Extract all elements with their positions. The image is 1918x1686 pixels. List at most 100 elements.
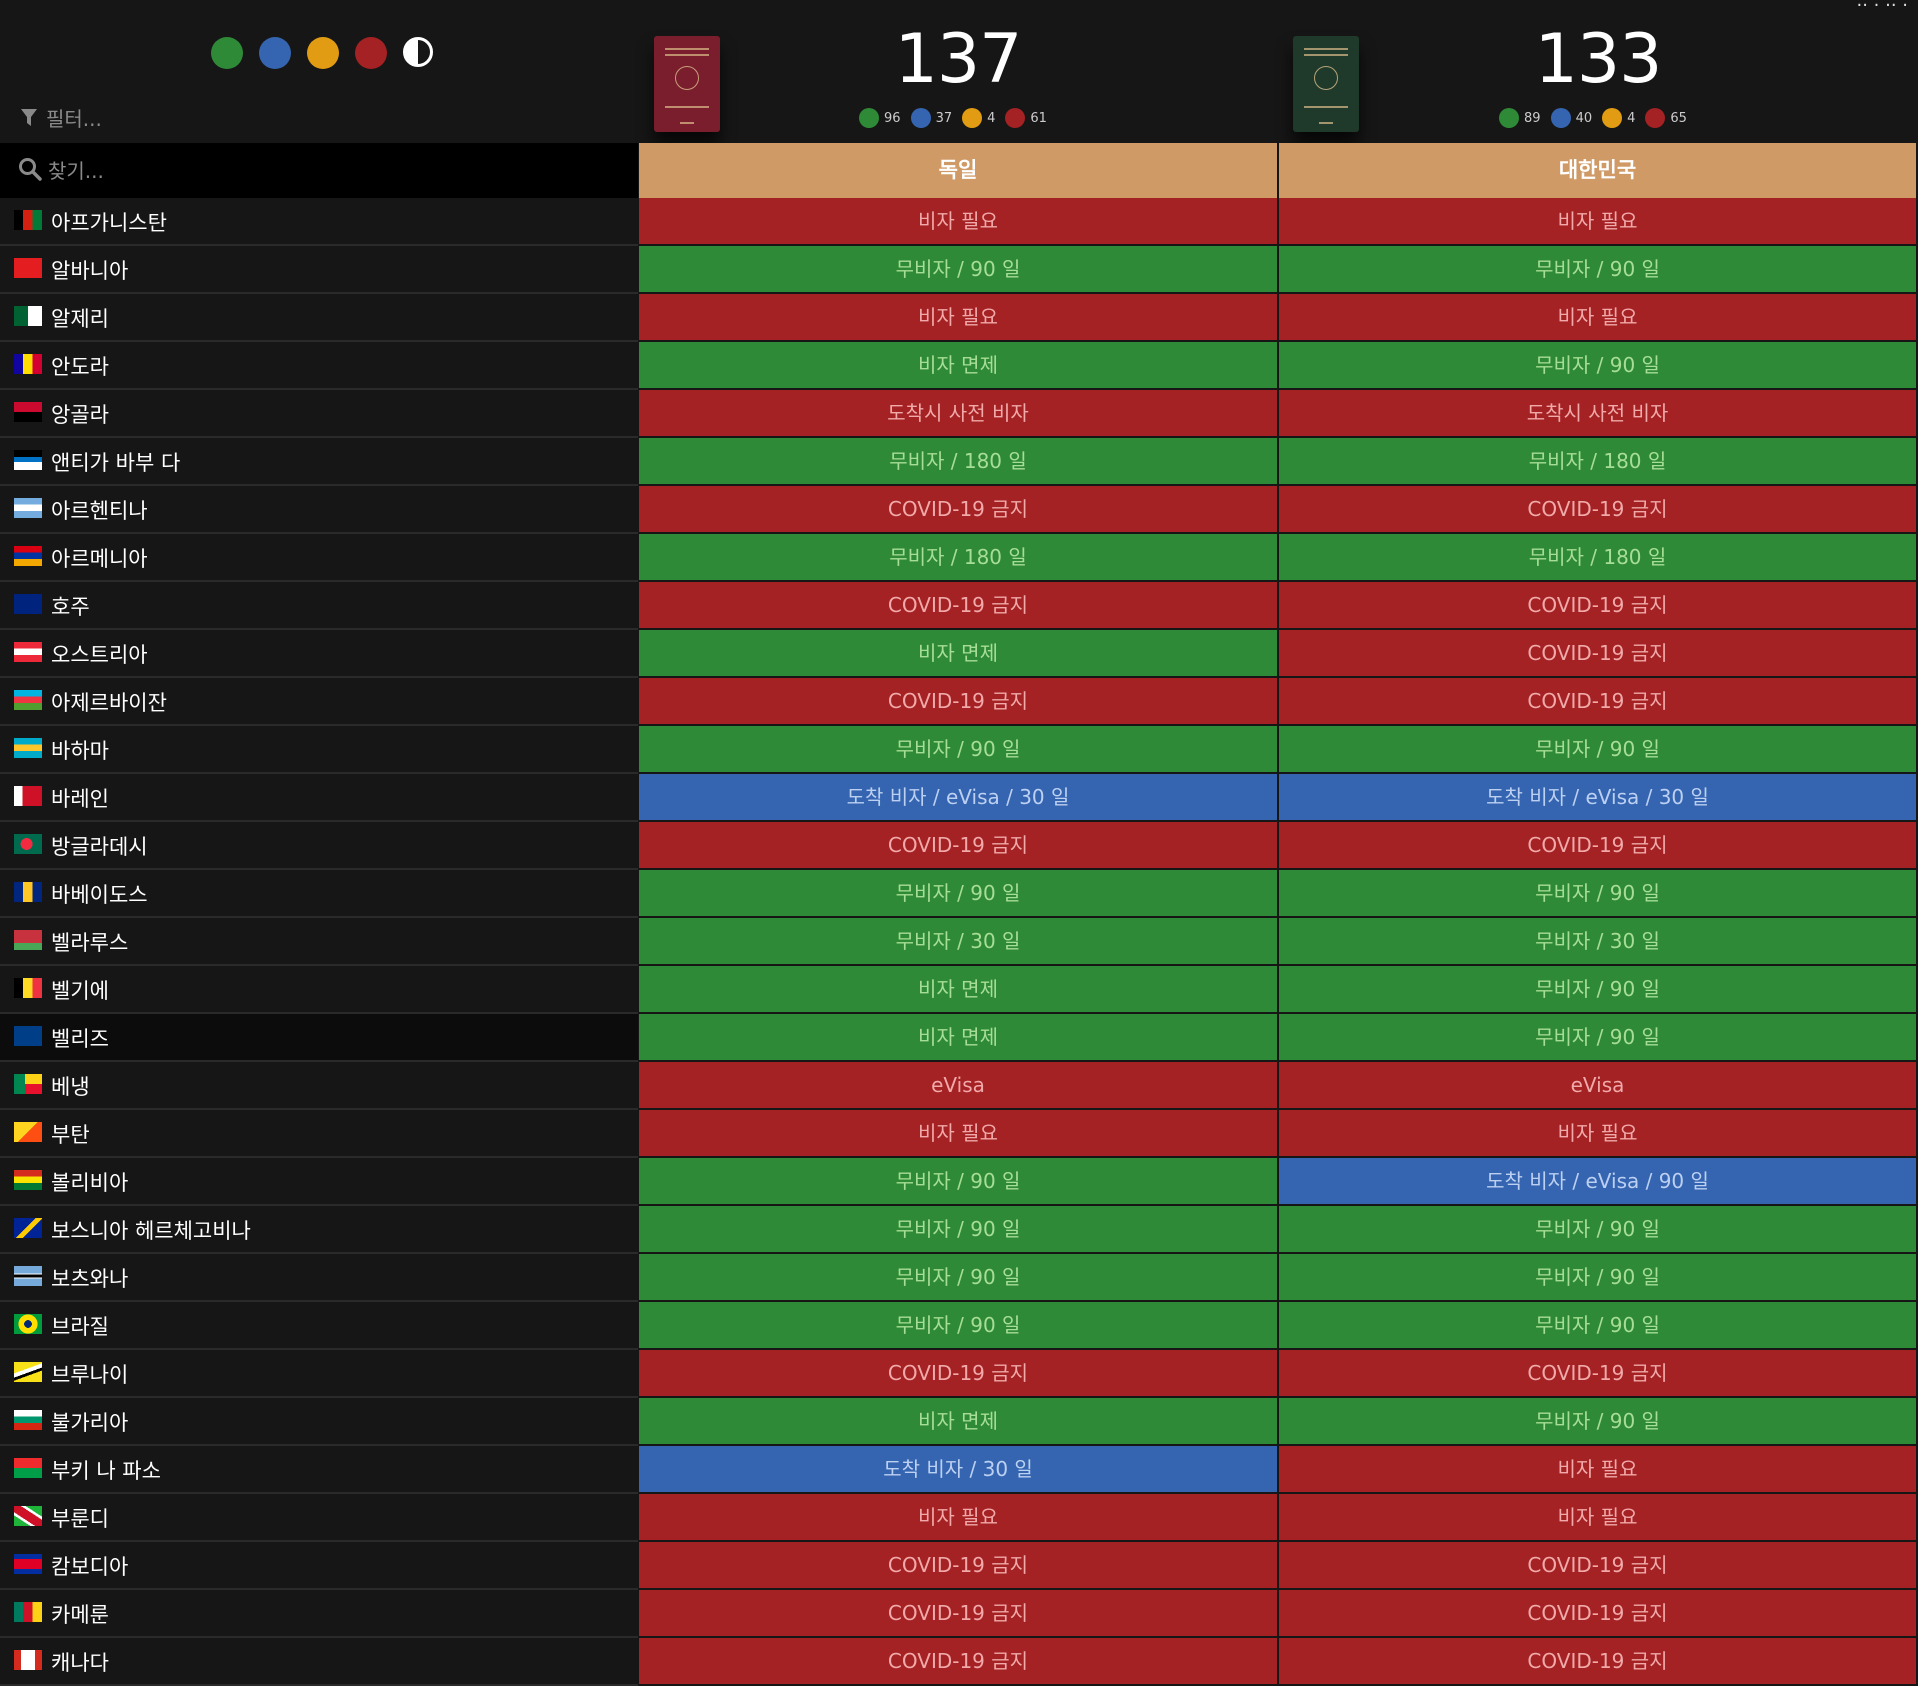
visa-status-cell[interactable]: 무비자 / 180 일 (639, 534, 1278, 582)
filter-button[interactable]: 필터... (20, 103, 102, 132)
country-name-cell[interactable]: 캐나다 (0, 1638, 638, 1686)
visa-status-cell[interactable]: 무비자 / 90 일 (1279, 966, 1916, 1014)
visa-status-cell[interactable]: 무비자 / 180 일 (639, 438, 1278, 486)
country-name-cell[interactable]: 부탄 (0, 1110, 638, 1158)
country-name-cell[interactable]: 앤티가 바부 다 (0, 438, 638, 486)
visa-status-cell[interactable]: 비자 면제 (639, 342, 1278, 390)
visa-status-cell[interactable]: 비자 면제 (639, 630, 1278, 678)
visa-status-cell[interactable]: 도착 비자 / eVisa / 30 일 (639, 774, 1278, 822)
visa-status-cell[interactable]: 비자 필요 (639, 1494, 1278, 1542)
visa-status-cell[interactable]: 무비자 / 180 일 (1279, 534, 1916, 582)
visa-status-cell[interactable]: 무비자 / 90 일 (639, 1254, 1278, 1302)
visa-status-cell[interactable]: 무비자 / 90 일 (639, 246, 1278, 294)
visa-status-cell[interactable]: 무비자 / 90 일 (1279, 342, 1916, 390)
visa-status-cell[interactable]: 비자 면제 (639, 1014, 1278, 1062)
country-name-cell[interactable]: 부룬디 (0, 1494, 638, 1542)
visa-status-cell[interactable]: COVID-19 금지 (1279, 1638, 1916, 1686)
yellow-dot-icon[interactable] (307, 37, 339, 69)
country-name-cell[interactable]: 호주 (0, 582, 638, 630)
visa-status-cell[interactable]: 비자 필요 (1279, 198, 1916, 246)
visa-status-cell[interactable]: COVID-19 금지 (639, 582, 1278, 630)
visa-status-cell[interactable]: 도착 비자 / 30 일 (639, 1446, 1278, 1494)
visa-status-cell[interactable]: 무비자 / 30 일 (1279, 918, 1916, 966)
country-name-cell[interactable]: 벨기에 (0, 966, 638, 1014)
visa-status-cell[interactable]: 비자 필요 (639, 294, 1278, 342)
country-name-cell[interactable]: 카메룬 (0, 1590, 638, 1638)
country-name-cell[interactable]: 아제르바이잔 (0, 678, 638, 726)
visa-status-cell[interactable]: 비자 필요 (1279, 1494, 1916, 1542)
visa-status-cell[interactable]: 무비자 / 90 일 (1279, 1398, 1916, 1446)
visa-status-cell[interactable]: 무비자 / 90 일 (1279, 1254, 1916, 1302)
visa-status-cell[interactable]: 무비자 / 90 일 (1279, 1014, 1916, 1062)
visa-status-cell[interactable]: 비자 면제 (639, 1398, 1278, 1446)
visa-status-cell[interactable]: 무비자 / 90 일 (639, 1158, 1278, 1206)
country-name-cell[interactable]: 브라질 (0, 1302, 638, 1350)
visa-status-cell[interactable]: COVID-19 금지 (639, 1542, 1278, 1590)
country-name-cell[interactable]: 아프가니스탄 (0, 198, 638, 246)
visa-status-cell[interactable]: 비자 필요 (1279, 294, 1916, 342)
country-name-cell[interactable]: 벨라루스 (0, 918, 638, 966)
visa-status-cell[interactable]: 비자 면제 (639, 966, 1278, 1014)
visa-status-cell[interactable]: 비자 필요 (639, 198, 1278, 246)
visa-status-cell[interactable]: COVID-19 금지 (639, 678, 1278, 726)
green-dot-icon[interactable] (211, 37, 243, 69)
visa-status-cell[interactable]: COVID-19 금지 (1279, 1542, 1916, 1590)
visa-status-cell[interactable]: COVID-19 금지 (1279, 822, 1916, 870)
country-name-cell[interactable]: 보스니아 헤르체고비나 (0, 1206, 638, 1254)
country-name-cell[interactable]: 보츠와나 (0, 1254, 638, 1302)
country-name-cell[interactable]: 방글라데시 (0, 822, 638, 870)
column-header-germany[interactable]: 독일 (639, 143, 1277, 198)
visa-status-cell[interactable]: 도착 비자 / eVisa / 90 일 (1279, 1158, 1916, 1206)
visa-status-cell[interactable]: COVID-19 금지 (639, 1590, 1278, 1638)
country-name-cell[interactable]: 캄보디아 (0, 1542, 638, 1590)
visa-status-cell[interactable]: COVID-19 금지 (639, 822, 1278, 870)
country-name-cell[interactable]: 안도라 (0, 342, 638, 390)
visa-status-cell[interactable]: 비자 필요 (1279, 1446, 1916, 1494)
visa-status-cell[interactable]: COVID-19 금지 (1279, 1590, 1916, 1638)
red-dot-icon[interactable] (355, 37, 387, 69)
visa-status-cell[interactable]: 비자 필요 (1279, 1110, 1916, 1158)
visa-status-cell[interactable]: COVID-19 금지 (1279, 630, 1916, 678)
visa-status-cell[interactable]: 무비자 / 90 일 (639, 1302, 1278, 1350)
country-name-cell[interactable]: 부키 나 파소 (0, 1446, 638, 1494)
visa-status-cell[interactable]: 도착 비자 / eVisa / 30 일 (1279, 774, 1916, 822)
visa-status-cell[interactable]: 무비자 / 30 일 (639, 918, 1278, 966)
country-name-cell[interactable]: 불가리아 (0, 1398, 638, 1446)
country-name-cell[interactable]: 바하마 (0, 726, 638, 774)
country-name-cell[interactable]: 알바니아 (0, 246, 638, 294)
visa-status-cell[interactable]: eVisa (1279, 1062, 1916, 1110)
country-name-cell[interactable]: 앙골라 (0, 390, 638, 438)
visa-status-cell[interactable]: 무비자 / 180 일 (1279, 438, 1916, 486)
country-name-cell[interactable]: 오스트리아 (0, 630, 638, 678)
visa-status-cell[interactable]: 무비자 / 90 일 (1279, 870, 1916, 918)
visa-status-cell[interactable]: COVID-19 금지 (1279, 1350, 1916, 1398)
column-header-korea[interactable]: 대한민국 (1279, 143, 1916, 198)
visa-status-cell[interactable]: 비자 필요 (639, 1110, 1278, 1158)
country-name-cell[interactable]: 베냉 (0, 1062, 638, 1110)
visa-status-cell[interactable]: COVID-19 금지 (639, 1350, 1278, 1398)
visa-status-cell[interactable]: 무비자 / 90 일 (1279, 726, 1916, 774)
country-name-cell[interactable]: 아르헨티나 (0, 486, 638, 534)
blue-dot-icon[interactable] (259, 37, 291, 69)
search-input[interactable] (46, 153, 610, 189)
visa-status-cell[interactable]: COVID-19 금지 (639, 1638, 1278, 1686)
visa-status-cell[interactable]: COVID-19 금지 (1279, 582, 1916, 630)
visa-status-cell[interactable]: 무비자 / 90 일 (1279, 1302, 1916, 1350)
visa-status-cell[interactable]: COVID-19 금지 (1279, 486, 1916, 534)
visa-status-cell[interactable]: 무비자 / 90 일 (1279, 246, 1916, 294)
country-name-cell[interactable]: 벨리즈 (0, 1014, 638, 1062)
visa-status-cell[interactable]: COVID-19 금지 (639, 486, 1278, 534)
country-name-cell[interactable]: 알제리 (0, 294, 638, 342)
visa-status-cell[interactable]: eVisa (639, 1062, 1278, 1110)
contrast-icon[interactable] (403, 37, 433, 67)
visa-status-cell[interactable]: 무비자 / 90 일 (639, 726, 1278, 774)
visa-status-cell[interactable]: 도착시 사전 비자 (639, 390, 1278, 438)
visa-status-cell[interactable]: 무비자 / 90 일 (639, 870, 1278, 918)
visa-status-cell[interactable]: COVID-19 금지 (1279, 678, 1916, 726)
visa-status-cell[interactable]: 무비자 / 90 일 (1279, 1206, 1916, 1254)
country-name-cell[interactable]: 아르메니아 (0, 534, 638, 582)
country-name-cell[interactable]: 볼리비아 (0, 1158, 638, 1206)
country-name-cell[interactable]: 바레인 (0, 774, 638, 822)
visa-status-cell[interactable]: 무비자 / 90 일 (639, 1206, 1278, 1254)
visa-status-cell[interactable]: 도착시 사전 비자 (1279, 390, 1916, 438)
